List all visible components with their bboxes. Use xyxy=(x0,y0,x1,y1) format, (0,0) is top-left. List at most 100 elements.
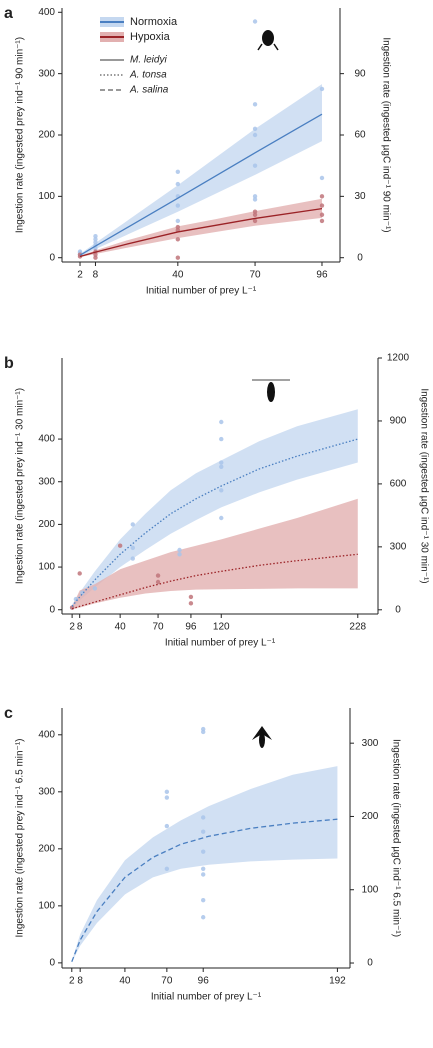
confidence-band xyxy=(72,498,358,610)
x-tick-label: 2 xyxy=(69,622,75,633)
fit-line xyxy=(79,113,323,256)
data-point xyxy=(175,203,181,208)
y2-tick-label: 0 xyxy=(367,958,373,969)
data-point xyxy=(93,252,98,257)
y2-tick-label: 200 xyxy=(362,811,379,822)
data-point xyxy=(130,556,135,561)
confidence-band xyxy=(71,766,338,963)
data-point xyxy=(201,829,206,834)
data-point xyxy=(252,209,258,214)
y-axis-label: Ingestion rate (ingested prey ind⁻¹ 90 m… xyxy=(15,37,26,233)
data-point xyxy=(77,571,82,576)
x-axis-label: Initial number of prey L⁻¹ xyxy=(165,638,276,649)
data-point xyxy=(155,579,161,585)
x-tick-label: 70 xyxy=(161,976,173,987)
data-point xyxy=(252,212,258,217)
x-tick-label: 40 xyxy=(115,622,127,633)
data-point xyxy=(252,194,258,199)
y2-tick-label: 0 xyxy=(357,252,363,263)
data-point xyxy=(252,218,258,224)
data-point xyxy=(164,795,170,800)
y-tick-label: 200 xyxy=(38,130,55,141)
fit-line xyxy=(79,207,323,258)
data-point xyxy=(319,86,325,92)
data-point xyxy=(155,573,161,578)
data-point xyxy=(201,915,206,920)
x-axis-label: Initial number of prey L⁻¹ xyxy=(151,992,262,1003)
y2-tick-label: 0 xyxy=(395,604,401,615)
y-tick-label: 200 xyxy=(38,519,55,530)
legend-label: Normoxia xyxy=(130,16,178,28)
y-tick-label: 400 xyxy=(38,729,55,740)
data-point xyxy=(80,590,85,595)
x-tick-label: 120 xyxy=(213,622,230,633)
data-point xyxy=(252,126,258,132)
organism-icon xyxy=(252,726,272,748)
confidence-band xyxy=(80,84,322,257)
x-tick-label: 2 xyxy=(69,976,75,987)
x-tick-label: 228 xyxy=(349,622,366,633)
y2-tick-label: 600 xyxy=(390,479,407,490)
data-point xyxy=(201,815,206,820)
data-point xyxy=(219,460,224,465)
y-tick-label: 0 xyxy=(49,252,55,263)
data-point xyxy=(252,132,258,138)
legend-label: A. tonsa xyxy=(129,70,167,81)
x-tick-label: 2 xyxy=(77,270,83,281)
y2-axis-label: Ingestion rate (ingested µgC ind⁻¹ 90 mi… xyxy=(380,37,391,232)
x-tick-label: 40 xyxy=(119,976,131,987)
y-tick-label: 100 xyxy=(38,900,55,911)
x-tick-label: 96 xyxy=(198,976,210,987)
y-axis-label: Ingestion rate (ingested prey ind⁻¹ 6.5 … xyxy=(15,739,26,938)
y2-axis-label: Ingestion rate (ingested µgC ind⁻¹ 30 mi… xyxy=(418,388,429,583)
data-point xyxy=(175,181,181,187)
data-point xyxy=(219,515,224,521)
y2-tick-label: 30 xyxy=(354,191,366,202)
data-point xyxy=(117,543,123,548)
x-tick-label: 70 xyxy=(249,270,261,281)
y-tick-label: 100 xyxy=(38,562,55,573)
y-tick-label: 300 xyxy=(38,68,55,79)
data-point xyxy=(175,237,181,242)
data-point xyxy=(175,169,181,175)
y-tick-label: 400 xyxy=(38,434,55,445)
data-point xyxy=(175,218,181,224)
data-point xyxy=(252,163,258,168)
data-point xyxy=(201,872,206,877)
data-point xyxy=(219,488,224,493)
data-point xyxy=(319,203,325,208)
data-point xyxy=(201,729,206,735)
data-point xyxy=(319,218,325,224)
data-point xyxy=(319,194,325,199)
data-point xyxy=(252,197,258,202)
x-tick-label: 8 xyxy=(77,976,83,987)
x-tick-label: 8 xyxy=(77,622,83,633)
y-tick-label: 400 xyxy=(38,7,55,18)
panel-label: c xyxy=(4,705,13,722)
legend-label: A. salina xyxy=(129,85,169,96)
data-point xyxy=(164,823,170,829)
data-point xyxy=(93,234,98,239)
data-point xyxy=(93,255,98,260)
x-tick-label: 96 xyxy=(185,622,197,633)
data-point xyxy=(177,547,182,553)
data-point xyxy=(93,237,98,242)
y-tick-label: 300 xyxy=(38,476,55,487)
data-point xyxy=(77,249,83,254)
data-point xyxy=(188,601,194,606)
y-axis-label: Ingestion rate (ingested prey ind⁻¹ 30 m… xyxy=(15,388,26,584)
y2-tick-label: 1200 xyxy=(387,353,410,364)
x-tick-label: 8 xyxy=(93,270,99,281)
x-tick-label: 40 xyxy=(172,270,184,281)
x-tick-label: 70 xyxy=(153,622,165,633)
data-point xyxy=(252,19,258,24)
y2-tick-label: 300 xyxy=(362,738,379,749)
data-point xyxy=(219,464,224,469)
data-point xyxy=(175,255,181,260)
data-point xyxy=(201,866,206,871)
data-point xyxy=(92,586,98,591)
y2-tick-label: 300 xyxy=(390,541,407,552)
data-point xyxy=(164,789,170,795)
y-tick-label: 0 xyxy=(49,958,55,969)
x-axis-label: Initial number of prey L⁻¹ xyxy=(146,286,257,297)
